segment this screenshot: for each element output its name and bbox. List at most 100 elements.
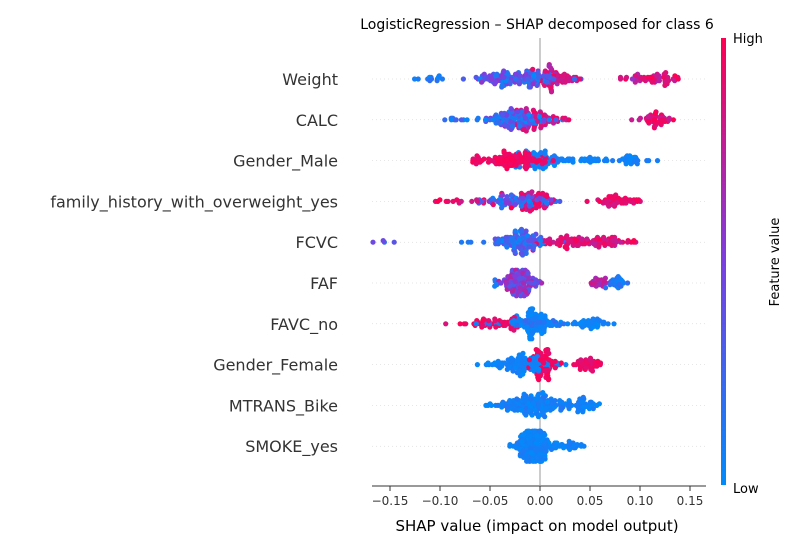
shap-point xyxy=(544,194,550,200)
shap-point xyxy=(505,71,511,77)
shap-point xyxy=(532,407,538,413)
shap-point xyxy=(580,394,586,400)
shap-point xyxy=(587,399,593,405)
shap-point xyxy=(503,238,509,244)
shap-point xyxy=(527,336,533,342)
shap-point xyxy=(565,156,571,162)
shap-point xyxy=(666,117,672,123)
shap-point xyxy=(535,319,541,325)
shap-point xyxy=(535,118,541,124)
shap-point xyxy=(654,158,661,164)
x-axis-title: SHAP value (impact on model output) xyxy=(395,517,678,535)
shap-point xyxy=(511,244,517,250)
shap-point xyxy=(479,79,485,85)
shap-point xyxy=(624,239,631,245)
shap-point xyxy=(530,458,536,464)
shap-point xyxy=(442,117,448,123)
shap-point xyxy=(412,76,418,82)
shap-point xyxy=(611,202,617,208)
shap-point xyxy=(520,195,526,201)
feature-label: MTRANS_Bike xyxy=(229,396,338,416)
shap-point xyxy=(629,76,636,82)
shap-point xyxy=(507,79,513,85)
shap-point xyxy=(499,192,505,198)
shap-point xyxy=(501,74,507,80)
shap-point xyxy=(579,319,585,325)
shap-point xyxy=(555,159,561,165)
shap-point xyxy=(515,362,522,368)
shap-point xyxy=(595,322,601,328)
shap-point xyxy=(550,158,556,164)
shap-point xyxy=(512,202,518,208)
shap-point xyxy=(537,324,543,330)
shap-point xyxy=(512,274,518,280)
shap-point xyxy=(570,159,576,165)
shap-point xyxy=(529,189,535,195)
shap-point xyxy=(646,158,652,164)
shap-point xyxy=(519,438,525,444)
shap-point xyxy=(534,153,540,159)
shap-point xyxy=(499,205,505,211)
shap-point xyxy=(474,362,480,368)
x-tick-label: 0.10 xyxy=(627,494,654,508)
shap-point xyxy=(539,313,545,319)
shap-point xyxy=(578,357,584,363)
shap-point xyxy=(570,443,577,449)
shap-point xyxy=(551,404,558,410)
shap-point xyxy=(526,112,532,118)
shap-point xyxy=(479,198,485,204)
shap-point xyxy=(496,120,502,126)
shap-point xyxy=(529,330,536,336)
shap-point xyxy=(542,432,548,438)
shap-point xyxy=(583,365,589,371)
shap-point xyxy=(457,321,463,327)
shap-point xyxy=(556,322,563,328)
shap-point xyxy=(554,241,560,247)
shap-point xyxy=(544,79,550,85)
shap-point xyxy=(531,73,537,79)
shap-point xyxy=(634,197,640,203)
shap-point xyxy=(515,407,521,413)
shap-point xyxy=(517,285,523,291)
shap-point xyxy=(522,288,529,294)
shap-point xyxy=(515,357,522,363)
chart-title: LogisticRegression – SHAP decomposed for… xyxy=(360,17,714,33)
shap-point xyxy=(531,126,537,132)
shap-point xyxy=(483,402,489,408)
shap-point xyxy=(523,412,529,418)
shap-point xyxy=(533,314,539,320)
shap-point xyxy=(616,158,623,164)
shap-point xyxy=(514,440,521,446)
shap-point xyxy=(546,357,552,363)
shap-point xyxy=(508,154,514,160)
shap-point xyxy=(604,200,610,206)
shap-point xyxy=(536,349,542,355)
shap-point xyxy=(590,406,596,412)
shap-point xyxy=(514,396,520,402)
shap-point xyxy=(518,407,525,413)
shap-point xyxy=(549,322,555,328)
shap-point xyxy=(625,280,631,286)
shap-point xyxy=(518,159,524,165)
shap-point xyxy=(551,162,558,168)
shap-point xyxy=(601,241,608,247)
shap-point xyxy=(582,319,588,325)
shap-point xyxy=(527,434,534,440)
shap-point xyxy=(629,117,635,123)
shap-point xyxy=(463,321,469,327)
shap-point xyxy=(512,228,518,234)
shap-point xyxy=(654,73,660,79)
shap-point xyxy=(517,123,523,129)
shap-point xyxy=(501,68,507,74)
shap-point xyxy=(525,233,531,239)
shap-point xyxy=(570,321,576,327)
shap-point xyxy=(548,65,554,71)
shap-point xyxy=(506,399,512,405)
shap-point xyxy=(458,117,464,123)
shap-point xyxy=(531,109,537,115)
shap-point xyxy=(624,159,630,165)
shap-point xyxy=(620,197,626,203)
shap-point xyxy=(659,117,665,123)
shap-point xyxy=(514,322,520,328)
shap-point xyxy=(547,236,553,242)
